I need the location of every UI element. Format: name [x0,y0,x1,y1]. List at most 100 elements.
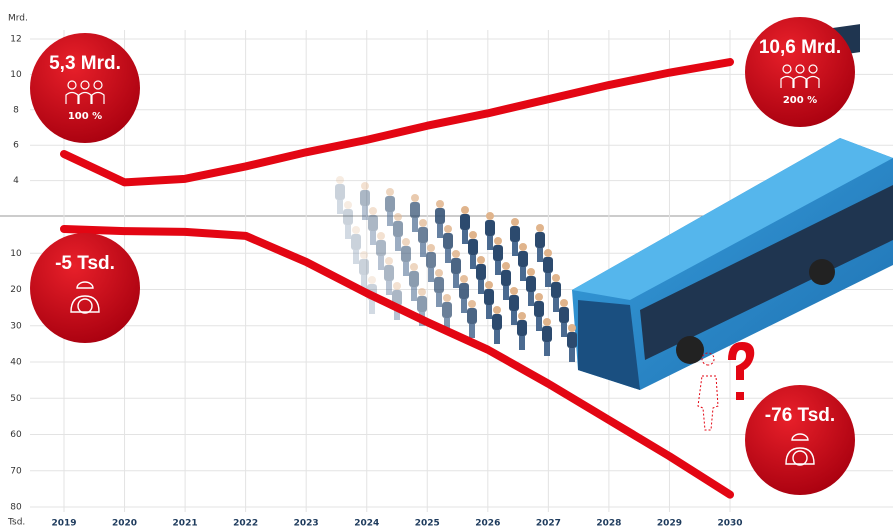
person-head [336,176,344,184]
person-body [435,208,445,224]
person-legs [453,274,459,288]
person-legs [395,237,401,251]
annotation-note: 100 % [68,111,102,122]
person-head [410,263,418,271]
person-head [527,268,535,276]
person-legs [362,206,368,220]
person-body [567,332,577,348]
y2-tick-label: 30 [10,321,22,331]
person-head [377,232,385,240]
person-body [434,277,444,293]
person-legs [495,261,501,275]
person-head [510,287,518,295]
person-body [442,302,452,318]
person-body [426,252,436,268]
person-body [384,265,394,281]
person-legs [561,323,567,337]
annotation-note: 200 % [783,95,817,106]
bus-wheel [676,336,704,364]
person-legs [487,236,493,250]
person-body [459,283,469,299]
person-legs [462,230,468,244]
x-tick-label: 2029 [657,519,682,529]
person-body [393,221,403,237]
person-legs [528,292,534,306]
person-head [360,251,368,259]
y2-tick-label: 50 [10,394,22,404]
person-body [501,270,511,286]
person-legs [412,218,418,232]
person-head [494,237,502,245]
person-body [410,202,420,218]
person-head [444,225,452,233]
y2-tick-label: 20 [10,285,22,295]
person-head [369,207,377,215]
annotation-label: -5 Tsd. [55,253,115,274]
person-legs [470,255,476,269]
chart: 2019202020212022202320242025202620272028… [0,0,893,531]
y-axis-unit: Mrd. [8,14,28,24]
person-legs [386,281,392,295]
annotation-bubble [745,17,855,127]
person-head [485,281,493,289]
person-body [417,296,427,312]
bus-front [578,300,640,390]
person-legs [494,330,500,344]
bus-wheel [809,259,835,285]
person-head [493,306,501,314]
missing-driver [698,353,718,430]
person-head [402,238,410,246]
person-legs [511,311,517,325]
person-legs [536,317,542,331]
person-legs [544,342,550,356]
person-body [485,220,495,236]
person-body [468,239,478,255]
person-head [394,213,402,221]
person-head [568,324,576,332]
person-legs [503,286,509,300]
person-body [335,184,345,200]
x-tick-label: 2020 [112,519,137,529]
person-legs [337,200,343,214]
person-head [560,299,568,307]
x-tick-label: 2027 [536,519,561,529]
x-tick-label: 2026 [475,519,500,529]
person-body [535,232,545,248]
y2-tick-label: 80 [10,503,22,513]
person-legs [411,287,417,301]
x-tick-label: 2028 [596,519,621,529]
person-head [535,293,543,301]
person-legs [378,256,384,270]
person-legs [437,224,443,238]
y-tick-label: 10 [10,70,22,80]
person-head [436,200,444,208]
person-body [551,282,561,298]
person-body [509,295,519,311]
person-head [468,300,476,308]
person-head [361,182,369,190]
y-tick-label: 12 [10,35,21,45]
person-body [343,209,353,225]
person-legs [469,324,475,338]
person-body [534,301,544,317]
person-legs [436,293,442,307]
person-body [359,259,369,275]
person-head [502,262,510,270]
person-body [409,271,419,287]
person-head [427,244,435,252]
person-body [467,308,477,324]
person-body [476,264,486,280]
person-head [385,257,393,265]
person-head [386,188,394,196]
person-legs [461,299,467,313]
person-legs [478,280,484,294]
question-mark [728,342,754,400]
person-head [411,194,419,202]
person-body [385,196,395,212]
person-head [519,243,527,251]
person-body [518,251,528,267]
person-head [544,249,552,257]
person-legs [537,248,543,262]
person-body [443,233,453,249]
person-legs [512,242,518,256]
